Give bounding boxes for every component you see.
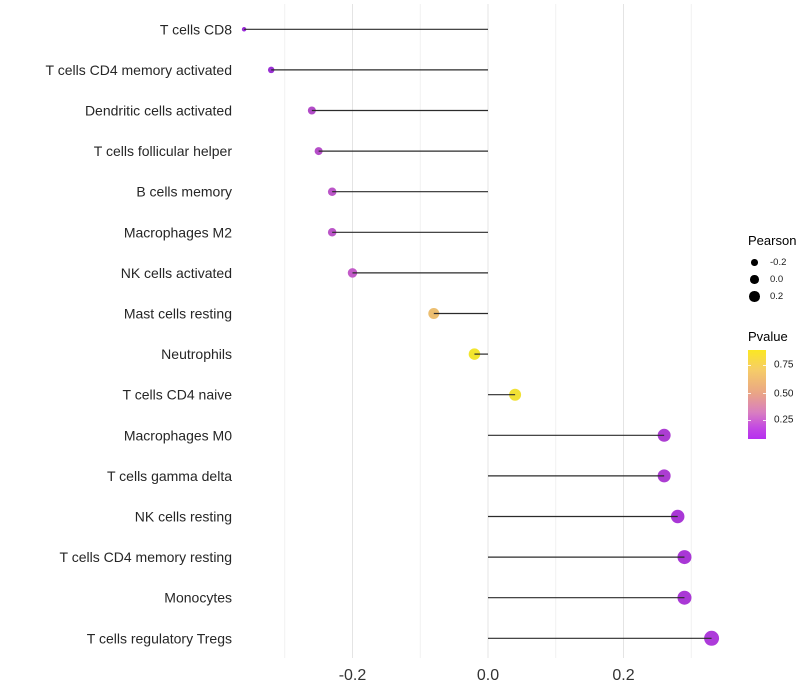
category-label: T cells follicular helper (94, 143, 233, 159)
pvalue-color-legend: Pvalue 0.75 0.50 0.25 (748, 329, 800, 439)
category-label: T cells CD4 memory resting (60, 549, 232, 565)
pvalue-tick-mark (763, 419, 766, 421)
pvalue-tick-label: 0.50 (774, 388, 794, 400)
pearson-legend-item: 0.2 (748, 288, 800, 305)
pvalue-gradient-wrap: 0.75 0.50 0.25 (748, 350, 800, 439)
legend-size-dot-box (748, 273, 761, 286)
category-label: Macrophages M2 (124, 224, 232, 240)
pvalue-legend-title: Pvalue (748, 329, 788, 344)
legend-size-dot-icon (750, 275, 759, 284)
legend-size-dot-icon (751, 259, 758, 266)
legend-size-label: -0.2 (770, 257, 787, 268)
legend-size-dot-box (748, 256, 761, 269)
x-tick-label: 0.2 (612, 667, 634, 684)
category-label: Monocytes (164, 590, 232, 606)
legend: Pearson -0.2 0.0 0.2 Pvalue 0.75 0.50 0.25 (748, 233, 800, 439)
category-label: NK cells activated (121, 265, 232, 281)
pvalue-tick-mark (763, 364, 766, 366)
pearson-legend-title: Pearson (748, 233, 797, 248)
category-label: NK cells resting (135, 509, 232, 525)
x-tick-label: -0.2 (339, 667, 367, 684)
pvalue-tick-mark (748, 393, 751, 395)
category-label: T cells CD4 memory activated (46, 62, 232, 78)
category-label: B cells memory (136, 184, 232, 200)
category-label: T cells CD8 (160, 21, 232, 37)
pearson-legend-item: 0.0 (748, 271, 800, 288)
category-label: T cells CD4 naive (123, 387, 233, 403)
pvalue-tick-mark (748, 364, 751, 366)
category-label: T cells gamma delta (107, 468, 232, 484)
pvalue-tick-label: 0.75 (774, 359, 794, 371)
pearson-legend-item: -0.2 (748, 254, 800, 271)
pvalue-tick-mark (748, 419, 751, 421)
pvalue-tick-label: 0.25 (774, 414, 794, 426)
pvalue-gradient-bar (748, 350, 766, 439)
pearson-legend-items: -0.2 0.0 0.2 (748, 254, 800, 305)
category-label: Dendritic cells activated (85, 103, 232, 119)
category-label: Macrophages M0 (124, 427, 232, 443)
category-label: Neutrophils (161, 346, 232, 362)
category-label: T cells regulatory Tregs (87, 630, 232, 646)
legend-size-label: 0.2 (770, 291, 784, 302)
x-tick-label: 0.0 (477, 667, 499, 684)
pvalue-gradient-ticks: 0.75 0.50 0.25 (748, 350, 800, 439)
legend-size-label: 0.0 (770, 274, 784, 285)
pvalue-tick-mark (763, 393, 766, 395)
legend-size-dot-icon (749, 291, 760, 302)
pearson-size-legend: Pearson -0.2 0.0 0.2 (748, 233, 800, 305)
legend-size-dot-box (748, 290, 761, 303)
category-label: Mast cells resting (124, 306, 232, 322)
